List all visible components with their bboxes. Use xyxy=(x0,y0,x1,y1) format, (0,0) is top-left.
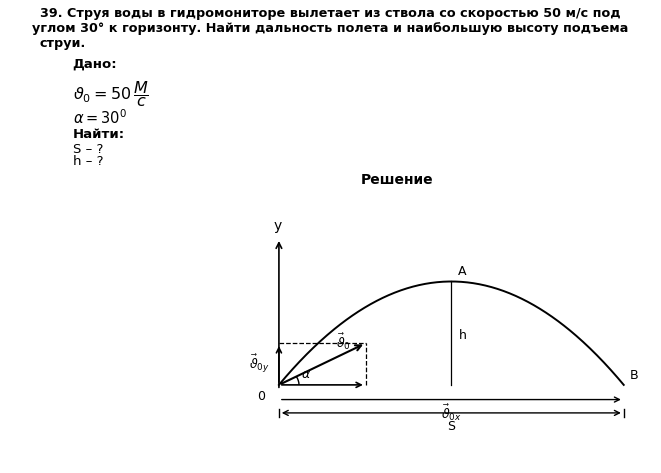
Text: струи.: струи. xyxy=(40,37,86,50)
Text: $\vec{\vartheta}_{0x}$: $\vec{\vartheta}_{0x}$ xyxy=(441,402,461,422)
Text: S: S xyxy=(447,420,455,433)
Text: $\vec{\vartheta}_0$: $\vec{\vartheta}_0$ xyxy=(336,332,351,352)
Text: y: y xyxy=(273,219,282,233)
Text: S – ?: S – ? xyxy=(73,143,103,156)
Text: Найти:: Найти: xyxy=(73,128,125,140)
Text: B: B xyxy=(630,369,639,382)
Text: $\alpha = 30^0$: $\alpha = 30^0$ xyxy=(73,109,127,128)
Text: $\vartheta_0 = 50\,\dfrac{\mathit{M}}{c}$: $\vartheta_0 = 50\,\dfrac{\mathit{M}}{c}… xyxy=(73,79,149,109)
Text: 39. Струя воды в гидромониторе вылетает из ствола со скоростью 50 м/с под: 39. Струя воды в гидромониторе вылетает … xyxy=(40,7,621,20)
Text: h – ?: h – ? xyxy=(73,155,103,168)
Text: $\vec{\vartheta}_{0y}$: $\vec{\vartheta}_{0y}$ xyxy=(249,353,269,375)
Text: углом 30° к горизонту. Найти дальность полета и наибольшую высоту подъема: углом 30° к горизонту. Найти дальность п… xyxy=(32,22,629,35)
Text: $\alpha$: $\alpha$ xyxy=(301,368,311,381)
Text: Решение: Решение xyxy=(360,173,433,187)
Text: A: A xyxy=(457,265,466,278)
Text: h: h xyxy=(459,329,467,342)
Text: Дано:: Дано: xyxy=(73,58,118,70)
Text: 0: 0 xyxy=(257,390,265,403)
